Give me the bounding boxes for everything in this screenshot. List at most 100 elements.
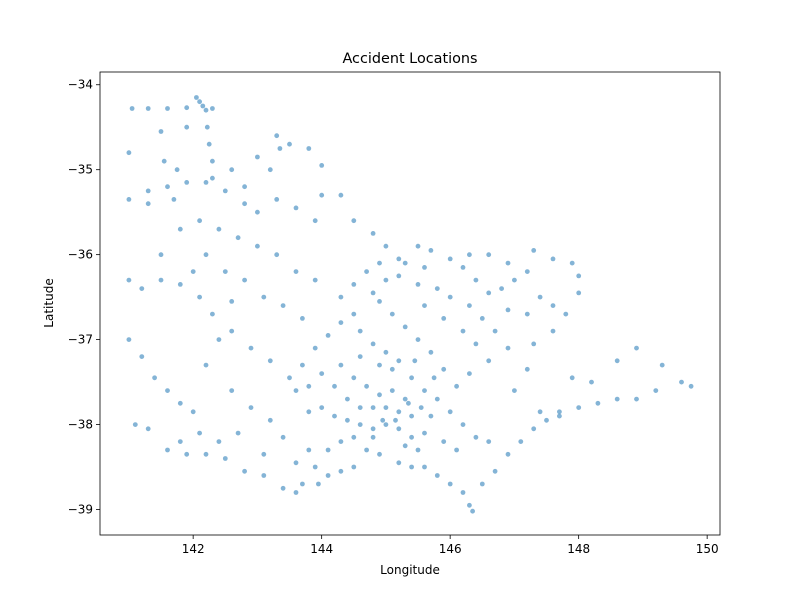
data-point [634,345,639,351]
data-point [287,141,292,147]
data-point [428,248,434,253]
data-point [447,256,453,262]
data-point [345,396,350,402]
y-tick-label: −34 [68,78,93,92]
data-point [255,154,260,160]
data-point [190,409,196,415]
data-point [544,417,549,423]
data-point [595,400,601,406]
data-point [261,473,267,478]
data-point [165,388,170,393]
data-point [145,201,151,207]
y-axis-label: Latitude [42,278,56,327]
data-point [312,345,318,351]
data-point [412,358,418,364]
data-point [203,252,209,258]
x-tick-label: 144 [310,542,333,556]
data-point [370,231,376,236]
data-point [467,371,472,376]
data-point [531,426,537,432]
x-tick-label: 150 [696,542,719,556]
data-point [505,345,511,351]
data-point [434,396,440,402]
data-point [524,311,530,317]
data-point [614,358,620,364]
data-point [158,277,164,283]
data-point [351,282,357,287]
data-point [306,447,312,453]
data-point [614,396,620,402]
data-point [524,269,530,274]
data-point [479,316,485,321]
data-point [267,417,273,423]
data-point [306,383,312,389]
data-point [409,434,414,440]
data-point [422,265,427,270]
data-point [550,256,556,262]
data-point [319,405,325,410]
data-point [129,106,135,111]
data-point [351,434,357,440]
data-point [473,341,479,347]
data-point [255,243,260,249]
data-point [248,345,254,351]
x-tick-label: 142 [182,542,205,556]
data-point [325,333,331,338]
data-point [325,447,331,453]
data-point [563,311,569,317]
data-point [434,473,440,478]
data-point [492,468,498,474]
data-point [576,290,582,296]
data-point [210,175,215,181]
data-point [383,405,389,410]
data-point [415,447,421,453]
data-point [132,422,138,427]
data-point [300,362,305,368]
data-point [402,324,408,330]
data-point [370,341,376,347]
data-point [197,99,203,105]
data-point [222,456,228,461]
data-point [267,167,273,173]
data-point [470,508,475,514]
data-point [216,337,222,342]
data-point [406,400,411,406]
data-point [174,167,180,173]
data-point [396,426,402,432]
data-point [422,303,427,308]
data-point [679,379,684,385]
data-point [441,439,447,444]
data-point [210,311,215,317]
data-point [293,388,299,393]
data-point [396,358,402,364]
data-point [409,464,414,470]
data-point [467,303,472,308]
data-point [184,180,190,185]
data-point [197,294,203,300]
data-point [418,405,424,410]
data-point [300,481,305,487]
x-axis-label: Longitude [380,563,440,577]
data-point [145,426,151,432]
plot-frame [99,71,721,536]
data-point [409,375,414,381]
data-point [261,451,267,457]
data-point [447,409,453,415]
data-point [242,468,248,474]
y-tick-label: −37 [68,333,93,347]
data-point [377,362,382,368]
data-point [229,299,235,304]
data-point [377,299,382,304]
data-point [422,464,427,470]
data-point [512,388,517,393]
data-point [383,349,389,355]
data-point [235,430,241,436]
data-point [576,273,582,279]
data-point [357,328,363,334]
data-point [486,290,492,296]
data-point [242,277,248,283]
data-point [377,451,382,457]
data-point [216,226,222,232]
data-point [203,362,209,368]
